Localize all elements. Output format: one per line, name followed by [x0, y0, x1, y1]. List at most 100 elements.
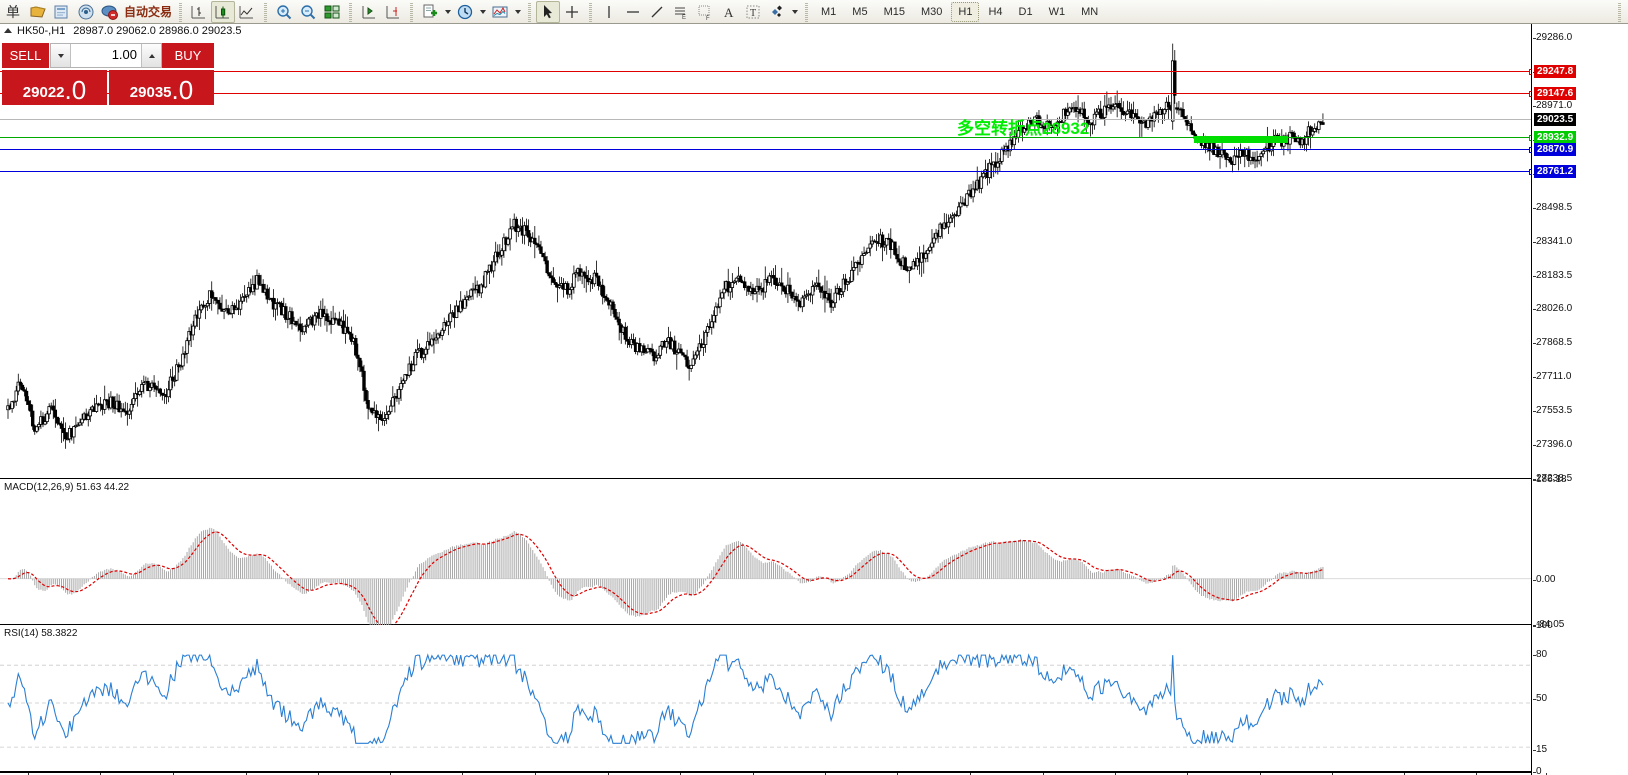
auto-scroll-icon[interactable] — [357, 1, 381, 23]
svg-text:T: T — [750, 8, 756, 19]
buy-price-decimal: .0 — [171, 75, 194, 105]
toolbar-separator — [408, 1, 416, 22]
candlestick-chart-icon[interactable] — [211, 0, 236, 23]
channel-icon[interactable]: F — [693, 1, 717, 23]
buy-price-display[interactable]: 29035.0 — [109, 70, 214, 105]
chevron-down-icon[interactable] — [512, 1, 523, 23]
chevron-down-icon[interactable] — [442, 1, 453, 23]
sell-price-display[interactable]: 29022.0 — [2, 70, 107, 105]
timeframe-d1[interactable]: D1 — [1018, 5, 1033, 18]
macd-plot — [0, 527, 1531, 625]
price-level-label[interactable]: 28870.9 — [1534, 143, 1577, 156]
shapes-icon[interactable] — [765, 1, 789, 23]
time-tick — [535, 773, 536, 775]
price-level-label[interactable]: 29023.5 — [1534, 113, 1577, 126]
autotrade-label[interactable]: 自动交易 — [124, 5, 173, 19]
buy-button[interactable]: BUY — [162, 43, 214, 68]
chart-annotation-text[interactable]: 多空转折点28932 — [957, 119, 1090, 138]
toolbar-separator — [803, 1, 811, 22]
timeframe-m30[interactable]: M30 — [920, 5, 943, 18]
vertical-line-icon[interactable] — [597, 1, 621, 23]
timeframe-w1[interactable]: W1 — [1048, 5, 1066, 18]
pivot-line-green[interactable] — [0, 135, 1535, 141]
crosshair-icon[interactable] — [560, 1, 584, 23]
indicators-icon[interactable] — [488, 1, 512, 23]
time-tick — [28, 773, 29, 775]
chevron-down-icon[interactable] — [789, 1, 800, 23]
news-icon[interactable] — [50, 1, 74, 23]
rsi-tick: 80 — [1532, 649, 1548, 661]
support-line-2[interactable] — [0, 169, 1535, 175]
timeframe-h1[interactable]: H1 — [951, 1, 980, 22]
macd-pane[interactable]: MACD(12,26,9) 51.63 44.22 — [0, 480, 1531, 625]
toolbar-separator — [347, 1, 355, 22]
time-tick — [246, 773, 247, 775]
timeframe-h4[interactable]: H4 — [988, 5, 1003, 18]
time-tick — [1260, 773, 1261, 775]
timeframe-m1[interactable]: M1 — [821, 5, 837, 18]
volume-stepper[interactable]: 1.00 — [50, 43, 162, 68]
chevron-down-icon[interactable] — [477, 1, 488, 23]
trendline-icon[interactable] — [645, 1, 669, 23]
time-tick — [897, 773, 898, 775]
period-icon[interactable] — [453, 1, 477, 23]
line-chart-icon[interactable] — [235, 1, 259, 23]
fibonacci-icon[interactable]: E — [669, 1, 693, 23]
price-level-label[interactable]: 28932.9 — [1534, 131, 1577, 144]
cursor-icon[interactable] — [536, 0, 561, 23]
svg-text:F: F — [706, 16, 710, 21]
bar-chart-icon[interactable] — [187, 1, 211, 23]
text-label-icon[interactable]: A — [717, 1, 741, 23]
volume-dropdown-icon[interactable] — [51, 44, 71, 67]
tile-windows-icon[interactable] — [320, 1, 344, 23]
support-line-1[interactable] — [0, 147, 1535, 153]
signal-icon[interactable] — [74, 1, 98, 23]
volume-value[interactable]: 1.00 — [111, 47, 137, 62]
collapse-triangle-icon[interactable] — [4, 28, 12, 33]
price-tick: 27396.0 — [1532, 439, 1573, 451]
time-axis[interactable]: 25 Jan 201929 Jan 01:1530 Jan 02:1531 Ja… — [0, 772, 1547, 775]
highlight-zone[interactable] — [1194, 136, 1288, 143]
price-pane[interactable]: 多空转折点28932 — [0, 38, 1535, 479]
rsi-pane[interactable]: RSI(14) 58.3822 — [0, 626, 1531, 772]
price-level-label[interactable]: 28761.2 — [1534, 165, 1577, 178]
sell-price-decimal: .0 — [64, 75, 87, 105]
timeframe-m15[interactable]: M15 — [883, 5, 905, 18]
timeframe-mn[interactable]: MN — [1081, 5, 1099, 18]
alerts-icon[interactable] — [98, 1, 122, 23]
svg-text:单: 单 — [6, 4, 20, 20]
one-click-trade-panel[interactable]: SELL 1.00 BUY 29022.0 29035.0 — [2, 43, 214, 105]
chart-symbol-header: HK50-,H1 28987.0 29062.0 28986.0 29023.5 — [0, 24, 1628, 37]
price-level-label[interactable]: 29247.8 — [1534, 65, 1577, 78]
text-box-icon[interactable]: T — [741, 1, 765, 23]
svg-text:E: E — [682, 15, 686, 21]
price-tick: 28971.0 — [1532, 99, 1573, 111]
price-tick: 27553.5 — [1532, 405, 1573, 417]
macd-tick: -84.05 — [1532, 619, 1565, 630]
chart-shift-icon[interactable] — [381, 1, 405, 23]
rsi-tick: 50 — [1532, 693, 1548, 704]
price-axis[interactable]: 29286.029128.528971.028813.528656.028498… — [1531, 24, 1628, 775]
resistance-line-1[interactable] — [0, 69, 1535, 75]
time-tick — [1187, 773, 1188, 775]
time-tick — [680, 773, 681, 775]
volume-increment-icon[interactable] — [141, 44, 161, 67]
sell-price-main: 29022 — [22, 84, 65, 101]
horizontal-line-icon[interactable] — [621, 1, 645, 23]
time-tick — [173, 773, 174, 775]
sell-button[interactable]: SELL — [2, 43, 50, 68]
chart-window[interactable]: HK50-,H1 28987.0 29062.0 28986.0 29023.5… — [0, 24, 1628, 775]
macd-tick: 0.00 — [1532, 573, 1556, 585]
folder-icon[interactable] — [26, 1, 50, 23]
toolbar-separator — [262, 1, 270, 22]
zoom-out-icon[interactable] — [296, 1, 320, 23]
new-chart-icon[interactable] — [418, 1, 442, 23]
new-order-icon[interactable]: 单 — [2, 1, 26, 23]
timeframe-m5[interactable]: M5 — [852, 5, 868, 18]
resistance-line-2[interactable] — [0, 91, 1535, 97]
chart-ohlc-values: 28987.0 29062.0 28986.0 29023.5 — [73, 24, 242, 37]
price-level-label[interactable]: 29147.6 — [1534, 87, 1577, 100]
price-tick: 27868.5 — [1532, 337, 1573, 349]
zoom-in-icon[interactable] — [272, 1, 296, 23]
